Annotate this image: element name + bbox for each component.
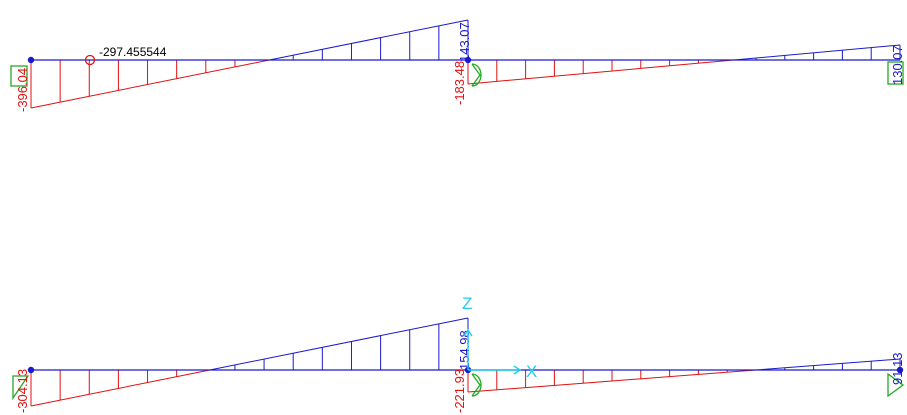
top-right-value-label: 130.07 bbox=[890, 45, 905, 85]
top-right-span-outline-b bbox=[733, 44, 901, 61]
top-left-support bbox=[10, 65, 28, 87]
diagram-hatches bbox=[30, 20, 901, 406]
top-left-span-outline-a bbox=[30, 59, 270, 109]
max-moment-marker[interactable] bbox=[84, 54, 96, 66]
bottom-right-support bbox=[887, 372, 905, 398]
bottom-left-span-outline-b bbox=[209, 317, 469, 371]
x-axis-arrowhead bbox=[513, 365, 522, 375]
top-left-span-outline-b bbox=[269, 19, 469, 61]
top-right-span-outline-a bbox=[467, 59, 734, 85]
top-mid-positive-label: 143.07 bbox=[457, 22, 472, 62]
bottom-mid-negative-label: -221.93 bbox=[452, 369, 467, 413]
bottom-left-support bbox=[12, 375, 30, 401]
bottom-right-value-label: 91.13 bbox=[890, 352, 905, 385]
joint-node[interactable] bbox=[464, 56, 472, 64]
x-axis-label: X bbox=[526, 362, 537, 381]
top-right-support bbox=[887, 61, 904, 85]
bottom-right-span-outline-b bbox=[755, 358, 901, 371]
top-mid-negative-label: -183.48 bbox=[452, 61, 467, 105]
joint-node[interactable] bbox=[27, 56, 35, 64]
top-left-value-label: -396.04 bbox=[15, 68, 30, 112]
beam-lines bbox=[31, 59, 900, 371]
joint-node[interactable] bbox=[896, 366, 904, 374]
z-axis-arrowhead bbox=[463, 328, 473, 337]
joint-node[interactable] bbox=[27, 366, 35, 374]
bottom-left-value-label: -304.13 bbox=[15, 369, 30, 413]
top-mid-support bbox=[471, 63, 482, 87]
diagram-outlines bbox=[30, 19, 901, 407]
bottom-mid-support bbox=[471, 373, 482, 397]
z-axis-label: Z bbox=[462, 294, 472, 313]
bottom-right-span-outline-a bbox=[467, 369, 757, 393]
bottom-left-span-outline-a bbox=[30, 369, 210, 407]
max-moment-label: -297.455544 bbox=[99, 45, 167, 59]
supports bbox=[10, 61, 905, 401]
